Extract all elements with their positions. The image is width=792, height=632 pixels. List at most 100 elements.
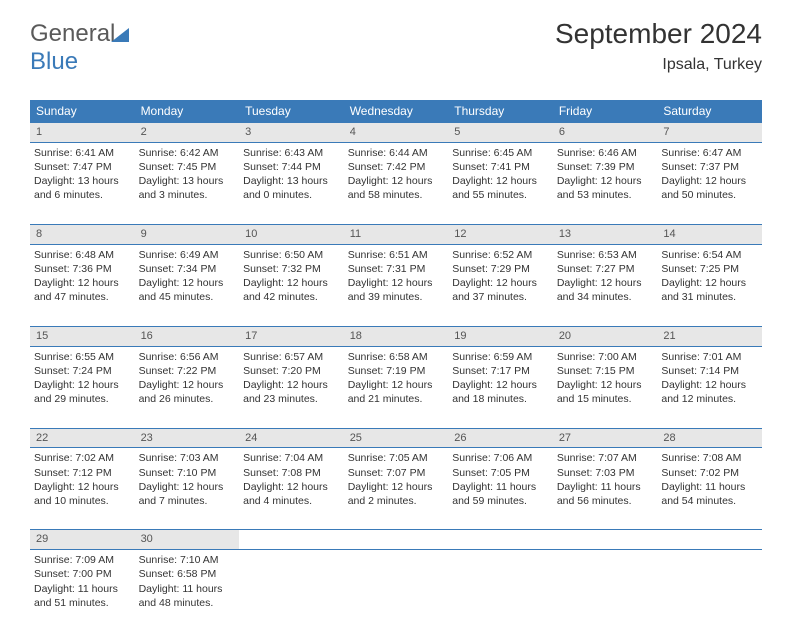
logo-triangle-icon [111, 28, 129, 42]
day-cell: Sunrise: 7:09 AMSunset: 7:00 PMDaylight:… [30, 550, 135, 632]
sunset-text: Sunset: 7:19 PM [348, 364, 445, 378]
sunset-text: Sunset: 7:24 PM [34, 364, 131, 378]
sunset-text: Sunset: 7:32 PM [243, 262, 340, 276]
daylight-text: Daylight: 12 hours and 15 minutes. [557, 378, 654, 406]
weekday-header: Monday [135, 100, 240, 123]
sunset-text: Sunset: 7:15 PM [557, 364, 654, 378]
day-number-row: 1234567 [30, 123, 762, 143]
day-number: 28 [657, 428, 762, 448]
day-cell: Sunrise: 6:53 AMSunset: 7:27 PMDaylight:… [553, 244, 658, 326]
weekday-header: Wednesday [344, 100, 449, 123]
day-number: 21 [657, 326, 762, 346]
week-row: Sunrise: 7:09 AMSunset: 7:00 PMDaylight:… [30, 550, 762, 632]
sunset-text: Sunset: 7:41 PM [452, 160, 549, 174]
sunrise-text: Sunrise: 6:43 AM [243, 146, 340, 160]
day-cell: Sunrise: 6:47 AMSunset: 7:37 PMDaylight:… [657, 142, 762, 224]
weekday-header: Saturday [657, 100, 762, 123]
day-cell: Sunrise: 6:56 AMSunset: 7:22 PMDaylight:… [135, 346, 240, 428]
sunrise-text: Sunrise: 6:49 AM [139, 248, 236, 262]
day-cell: Sunrise: 6:52 AMSunset: 7:29 PMDaylight:… [448, 244, 553, 326]
sunrise-text: Sunrise: 6:54 AM [661, 248, 758, 262]
sunset-text: Sunset: 7:07 PM [348, 466, 445, 480]
sunrise-text: Sunrise: 6:57 AM [243, 350, 340, 364]
sunrise-text: Sunrise: 6:52 AM [452, 248, 549, 262]
sunset-text: Sunset: 7:22 PM [139, 364, 236, 378]
day-cell: Sunrise: 6:46 AMSunset: 7:39 PMDaylight:… [553, 142, 658, 224]
day-number: 13 [553, 224, 658, 244]
daylight-text: Daylight: 13 hours and 3 minutes. [139, 174, 236, 202]
daylight-text: Daylight: 12 hours and 10 minutes. [34, 480, 131, 508]
sunrise-text: Sunrise: 7:02 AM [34, 451, 131, 465]
day-number: 12 [448, 224, 553, 244]
day-cell: Sunrise: 6:51 AMSunset: 7:31 PMDaylight:… [344, 244, 449, 326]
daylight-text: Daylight: 11 hours and 54 minutes. [661, 480, 758, 508]
daylight-text: Daylight: 12 hours and 4 minutes. [243, 480, 340, 508]
day-cell: Sunrise: 7:00 AMSunset: 7:15 PMDaylight:… [553, 346, 658, 428]
day-number: 25 [344, 428, 449, 448]
day-cell [239, 550, 344, 632]
sunrise-text: Sunrise: 7:01 AM [661, 350, 758, 364]
day-number [553, 530, 658, 550]
day-cell: Sunrise: 6:42 AMSunset: 7:45 PMDaylight:… [135, 142, 240, 224]
daylight-text: Daylight: 12 hours and 39 minutes. [348, 276, 445, 304]
day-number [344, 530, 449, 550]
day-cell [448, 550, 553, 632]
day-cell: Sunrise: 6:44 AMSunset: 7:42 PMDaylight:… [344, 142, 449, 224]
day-cell: Sunrise: 7:01 AMSunset: 7:14 PMDaylight:… [657, 346, 762, 428]
day-number: 4 [344, 123, 449, 143]
day-cell [344, 550, 449, 632]
day-number: 27 [553, 428, 658, 448]
daylight-text: Daylight: 12 hours and 7 minutes. [139, 480, 236, 508]
day-cell: Sunrise: 7:10 AMSunset: 6:58 PMDaylight:… [135, 550, 240, 632]
weekday-header: Sunday [30, 100, 135, 123]
sunset-text: Sunset: 7:27 PM [557, 262, 654, 276]
day-cell: Sunrise: 7:04 AMSunset: 7:08 PMDaylight:… [239, 448, 344, 530]
sunrise-text: Sunrise: 6:44 AM [348, 146, 445, 160]
logo-text-2: Blue [30, 48, 78, 75]
daylight-text: Daylight: 12 hours and 50 minutes. [661, 174, 758, 202]
week-row: Sunrise: 6:41 AMSunset: 7:47 PMDaylight:… [30, 142, 762, 224]
sunrise-text: Sunrise: 7:10 AM [139, 553, 236, 567]
sunrise-text: Sunrise: 6:41 AM [34, 146, 131, 160]
day-number [239, 530, 344, 550]
day-number: 9 [135, 224, 240, 244]
sunset-text: Sunset: 7:12 PM [34, 466, 131, 480]
day-number-row: 15161718192021 [30, 326, 762, 346]
day-cell: Sunrise: 6:54 AMSunset: 7:25 PMDaylight:… [657, 244, 762, 326]
day-number: 23 [135, 428, 240, 448]
day-cell: Sunrise: 7:06 AMSunset: 7:05 PMDaylight:… [448, 448, 553, 530]
day-number: 18 [344, 326, 449, 346]
weekday-header: Friday [553, 100, 658, 123]
sunrise-text: Sunrise: 7:04 AM [243, 451, 340, 465]
sunset-text: Sunset: 7:37 PM [661, 160, 758, 174]
day-cell: Sunrise: 6:41 AMSunset: 7:47 PMDaylight:… [30, 142, 135, 224]
day-number: 5 [448, 123, 553, 143]
week-row: Sunrise: 6:48 AMSunset: 7:36 PMDaylight:… [30, 244, 762, 326]
daylight-text: Daylight: 12 hours and 47 minutes. [34, 276, 131, 304]
sunrise-text: Sunrise: 6:53 AM [557, 248, 654, 262]
sunset-text: Sunset: 7:25 PM [661, 262, 758, 276]
day-cell: Sunrise: 6:59 AMSunset: 7:17 PMDaylight:… [448, 346, 553, 428]
sunset-text: Sunset: 7:31 PM [348, 262, 445, 276]
header: September 2024 Ipsala, Turkey [555, 18, 762, 74]
daylight-text: Daylight: 12 hours and 53 minutes. [557, 174, 654, 202]
day-cell: Sunrise: 6:45 AMSunset: 7:41 PMDaylight:… [448, 142, 553, 224]
sunrise-text: Sunrise: 6:48 AM [34, 248, 131, 262]
sunset-text: Sunset: 7:36 PM [34, 262, 131, 276]
calendar-table: Sunday Monday Tuesday Wednesday Thursday… [30, 100, 762, 632]
day-number: 14 [657, 224, 762, 244]
sunset-text: Sunset: 7:08 PM [243, 466, 340, 480]
daylight-text: Daylight: 11 hours and 48 minutes. [139, 582, 236, 610]
day-number: 11 [344, 224, 449, 244]
daylight-text: Daylight: 11 hours and 56 minutes. [557, 480, 654, 508]
day-cell: Sunrise: 7:03 AMSunset: 7:10 PMDaylight:… [135, 448, 240, 530]
daylight-text: Daylight: 12 hours and 21 minutes. [348, 378, 445, 406]
day-cell [553, 550, 658, 632]
day-number: 2 [135, 123, 240, 143]
day-number: 26 [448, 428, 553, 448]
day-number: 17 [239, 326, 344, 346]
day-number: 10 [239, 224, 344, 244]
day-cell: Sunrise: 7:05 AMSunset: 7:07 PMDaylight:… [344, 448, 449, 530]
sunset-text: Sunset: 7:05 PM [452, 466, 549, 480]
daylight-text: Daylight: 12 hours and 12 minutes. [661, 378, 758, 406]
